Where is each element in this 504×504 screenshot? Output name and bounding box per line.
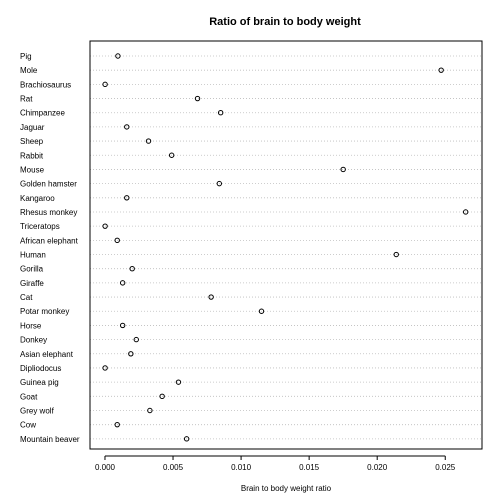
category-label: Rat — [20, 95, 33, 104]
data-point — [145, 138, 152, 144]
category-label: Mountain beaver — [20, 435, 80, 444]
category-label: Gorilla — [20, 265, 44, 274]
data-point — [194, 95, 201, 102]
category-label: Donkey — [20, 336, 47, 345]
data-point — [124, 195, 130, 201]
category-label: Cat — [20, 293, 33, 302]
data-point — [102, 81, 108, 88]
category-label: Mouse — [20, 165, 45, 174]
category-label: Potar monkey — [20, 307, 69, 316]
category-label: Rhesus monkey — [20, 208, 77, 217]
category-labels: Pig Mole Brachiosaurus Rat Chimpanzee Jaguar S… — [20, 52, 80, 444]
category-label: Giraffe — [20, 279, 44, 288]
data-point — [128, 351, 134, 357]
category-label: Cow — [20, 421, 36, 430]
category-label: Brachiosaurus — [20, 80, 71, 89]
data-point — [159, 393, 165, 400]
data-point — [340, 166, 346, 173]
data-point — [216, 180, 223, 187]
data-point — [124, 124, 130, 130]
data-point — [114, 237, 120, 244]
data-point — [258, 308, 265, 314]
category-label: Triceratops — [20, 222, 60, 231]
data-point — [147, 407, 153, 414]
data-point — [119, 280, 126, 286]
category-label: Sheep — [20, 137, 44, 146]
x-tick-label: 0.010 — [231, 463, 252, 472]
data-point — [129, 266, 135, 272]
category-label: Golden hamster — [20, 180, 77, 189]
data-point — [208, 294, 214, 300]
category-label: Horse — [20, 321, 42, 330]
x-tick-label: 0.005 — [163, 463, 184, 472]
data-point — [115, 53, 121, 59]
data-point — [438, 67, 444, 73]
data-point — [114, 421, 120, 428]
category-label: Kangaroo — [20, 194, 55, 203]
x-tick-label: 0.020 — [367, 463, 388, 472]
x-axis-label: Brain to body weight ratio — [241, 484, 332, 493]
category-label: Human — [20, 251, 46, 260]
x-tick-label: 0.015 — [299, 463, 320, 472]
data-point — [217, 110, 224, 116]
data-point — [183, 436, 190, 442]
data-point — [102, 365, 108, 371]
data-point — [168, 152, 175, 158]
category-label: Rabbit — [20, 151, 44, 160]
category-label: Pig — [20, 52, 32, 61]
category-label: Goat — [20, 392, 38, 401]
category-label: African elephant — [20, 236, 79, 245]
x-tick-label: 0.025 — [435, 463, 456, 472]
category-label: Grey wolf — [20, 407, 55, 416]
data-point — [119, 322, 126, 329]
x-axis: 0.000 0.005 0.010 0.015 0.020 0.025 — [95, 455, 456, 472]
plot-frame — [89, 40, 483, 450]
category-label: Chimpanzee — [20, 109, 65, 118]
category-label: Asian elephant — [20, 350, 74, 359]
category-label: Guinea pig — [20, 378, 59, 387]
category-label: Dipliodocus — [20, 364, 61, 373]
category-label: Jaguar — [20, 123, 45, 132]
chart-title: Ratio of brain to body weight — [209, 16, 361, 28]
data-point — [393, 251, 399, 258]
data-points — [102, 53, 469, 442]
data-point — [462, 209, 469, 215]
category-label: Mole — [20, 66, 38, 75]
x-tick-label: 0.000 — [95, 463, 116, 472]
data-point — [175, 379, 182, 385]
data-point — [102, 223, 108, 229]
gridlines — [90, 55, 482, 440]
data-point — [133, 336, 139, 343]
